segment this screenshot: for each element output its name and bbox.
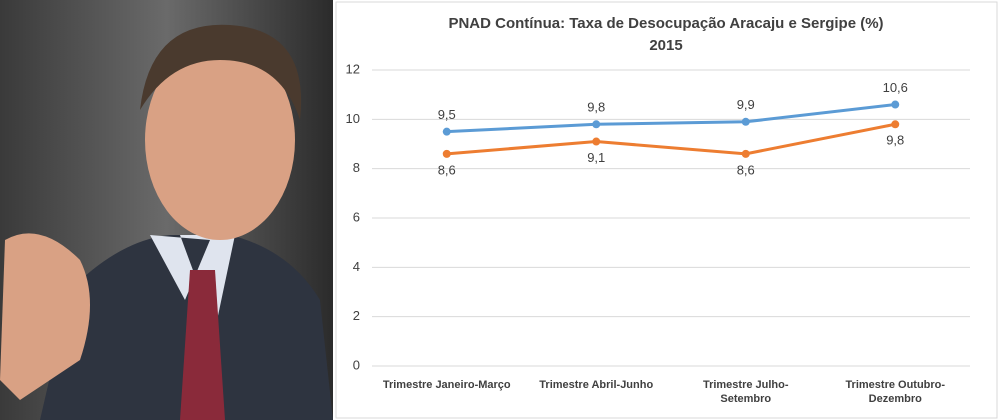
marker (442, 149, 451, 158)
face (145, 40, 295, 240)
x-tick-label: Trimestre Janeiro-Março (382, 379, 511, 391)
data-label: 8,6 (737, 162, 755, 177)
marker (741, 149, 750, 158)
photo (0, 0, 333, 420)
marker (891, 100, 900, 109)
hair (140, 24, 302, 120)
line (446, 103, 896, 134)
data-label: 9,5 (438, 107, 456, 122)
marker (741, 117, 750, 126)
marker (592, 137, 601, 146)
y-tick-label: 12 (346, 61, 360, 76)
data-label: 9,1 (587, 150, 605, 165)
y-tick-label: 6 (353, 209, 360, 224)
x-tick-label: Trimestre Julho-Setembro (702, 379, 789, 405)
chart-frame (335, 1, 998, 419)
marker (891, 120, 900, 129)
chart-title: PNAD Contínua: Taxa de Desocupação Araca… (448, 15, 883, 32)
line (446, 122, 896, 156)
x-tick-label: Trimestre Outubro-Dezembro (845, 379, 946, 405)
y-tick-label: 10 (346, 111, 360, 126)
data-label: 9,8 (886, 133, 904, 148)
marker (442, 127, 451, 136)
y-tick-label: 2 (353, 308, 360, 323)
marker (592, 120, 601, 129)
tie (180, 270, 225, 420)
y-tick-label: 0 (353, 357, 360, 372)
data-label: 9,9 (737, 97, 755, 112)
data-label: 8,6 (438, 162, 456, 177)
hand (0, 233, 90, 400)
data-label: 10,6 (883, 80, 908, 95)
chart-subtitle: 2015 (649, 37, 682, 54)
y-tick-label: 8 (353, 160, 360, 175)
data-label: 9,8 (587, 100, 605, 115)
x-tick-label: Trimestre Abril-Junho (539, 379, 654, 391)
y-tick-label: 4 (353, 259, 360, 274)
